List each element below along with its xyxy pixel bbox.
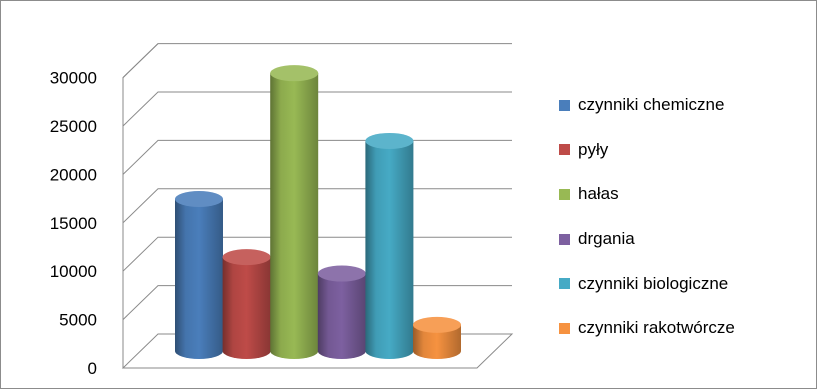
- legend-swatch: [559, 144, 570, 156]
- y-tick-label: 30000: [50, 69, 97, 88]
- legend-item: drgania: [559, 217, 811, 262]
- bar: [222, 249, 271, 359]
- legend-label: czynniki biologiczne: [578, 273, 729, 293]
- legend-label: czynniki rakotwórcze: [578, 318, 735, 338]
- bar-top: [270, 65, 319, 82]
- gridline: [122, 91, 512, 127]
- legend-item: hałas: [559, 172, 811, 217]
- legend-item: czynniki biologiczne: [559, 261, 811, 306]
- y-tick-label: 20000: [50, 165, 97, 184]
- legend-item: pyły: [559, 128, 811, 173]
- bar-body: [365, 140, 414, 359]
- legend-label: drgania: [578, 229, 635, 249]
- floor: [121, 333, 514, 369]
- bar-body: [175, 199, 223, 359]
- bar: [317, 265, 366, 359]
- y-tick-label: 0: [88, 359, 97, 378]
- bar-body: [270, 73, 319, 360]
- bar-body: [222, 257, 271, 359]
- y-tick-label: 25000: [50, 117, 97, 136]
- bar: [413, 316, 461, 359]
- bar-top: [365, 132, 414, 149]
- legend-swatch: [559, 99, 570, 111]
- legend-swatch: [559, 188, 570, 200]
- legend-item: czynniki rakotwórcze: [559, 306, 811, 351]
- bar-top: [317, 265, 366, 282]
- bar-top: [413, 316, 461, 333]
- legend-label: pyły: [578, 139, 609, 159]
- bar: [365, 132, 414, 359]
- y-tick-label: 10000: [50, 262, 97, 281]
- bar: [175, 191, 223, 359]
- legend-item: czynniki chemiczne: [559, 83, 811, 128]
- bar-body: [413, 324, 461, 359]
- chart-legend: czynniki chemiczne pyły hałas drgania cz…: [559, 83, 811, 351]
- gridline: [122, 43, 512, 78]
- legend-label: hałas: [578, 184, 619, 204]
- y-tick-label: 5000: [59, 311, 97, 330]
- legend-swatch: [559, 233, 570, 245]
- bar-top: [222, 249, 271, 266]
- bar-top: [175, 191, 223, 208]
- bar: [270, 65, 319, 360]
- legend-swatch: [559, 322, 570, 334]
- bar-body: [317, 273, 366, 359]
- legend-label: czynniki chemiczne: [578, 95, 725, 115]
- legend-swatch: [559, 278, 570, 290]
- y-tick-label: 15000: [50, 214, 97, 233]
